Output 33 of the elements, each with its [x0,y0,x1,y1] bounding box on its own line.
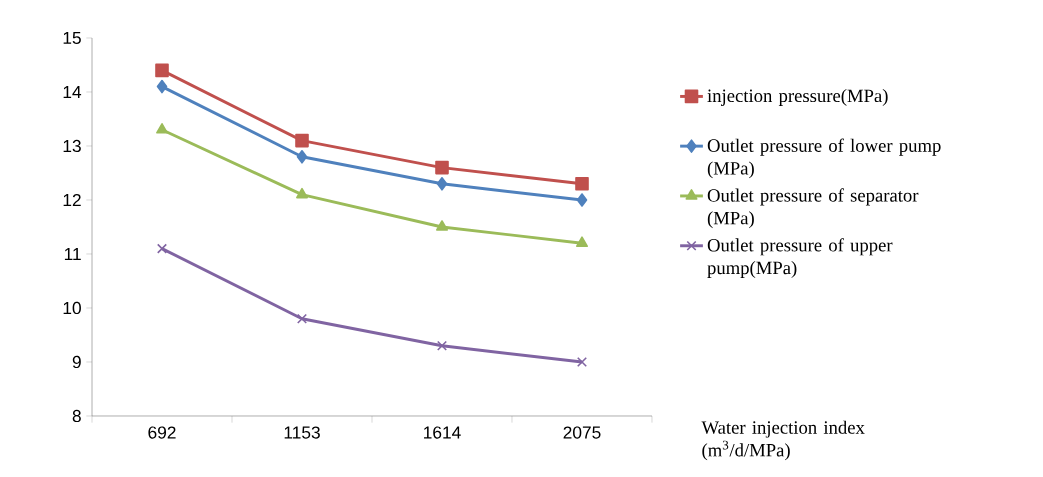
x-tick-label: 1153 [284,426,320,439]
point [295,133,309,148]
legend-label: injection pressure(MPa) [707,88,888,106]
point [156,243,168,254]
x-tick-label: 2075 [563,426,601,439]
point [155,63,169,78]
y-tick-label: 15 [63,31,81,45]
x-tick-label: 1614 [424,426,461,439]
y-tick-label: 13 [63,139,81,153]
y-tick-label: 14 [63,86,82,98]
point [576,236,588,247]
point [296,149,308,164]
point [156,79,168,94]
point [436,220,448,231]
legend-label: Outlet pressure of lower pump (MPa) [707,138,941,179]
point [575,176,589,191]
point [296,313,308,324]
point [436,340,448,351]
y-tick-label: 10 [63,301,81,315]
x-tick-label: 692 [148,426,176,439]
y-tick-label: 9 [72,355,81,369]
point [156,122,168,134]
point [436,176,448,191]
point [576,193,588,207]
y-tick-label: 11 [64,248,81,260]
point [296,187,308,199]
x-axis-title: Water injection index (m$^{3}$/d/MPa) [701,420,865,461]
point [435,160,449,175]
legend-label: Outlet pressure of separator (MPa) [707,188,919,229]
point [576,356,588,368]
y-tick-label: 12 [63,193,81,207]
legend-label: Outlet pressure of upper pump(MPa) [707,238,893,278]
y-tick-label: 8 [72,409,81,423]
